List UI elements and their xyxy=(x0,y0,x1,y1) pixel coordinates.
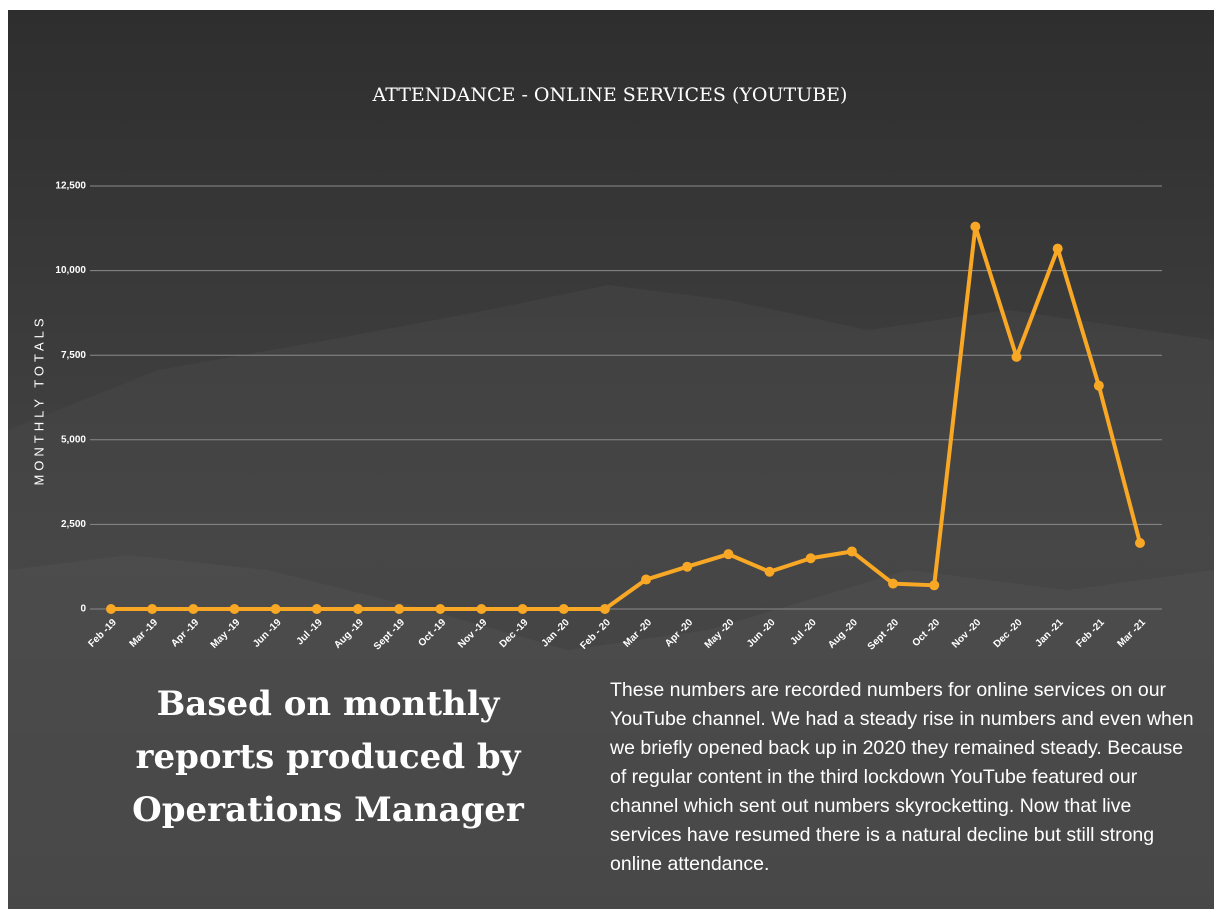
point xyxy=(682,561,693,572)
point xyxy=(599,604,610,614)
point xyxy=(106,604,116,614)
point xyxy=(723,549,734,560)
point xyxy=(1093,380,1104,391)
line xyxy=(111,224,1142,611)
background-hills xyxy=(8,285,1214,909)
y-tick-label: 2,500 xyxy=(61,519,86,530)
point xyxy=(1052,243,1063,254)
point xyxy=(229,604,240,614)
point xyxy=(929,580,940,591)
point xyxy=(970,221,981,232)
point xyxy=(476,604,487,614)
description: These numbers are recorded numbers for o… xyxy=(610,679,1194,875)
point xyxy=(188,604,199,614)
point xyxy=(805,553,816,564)
y-axis-label: MONTHLY TOTALS xyxy=(31,314,46,485)
point xyxy=(764,566,775,577)
point xyxy=(270,604,281,614)
y-tick-label: 0 xyxy=(80,604,86,615)
y-tick-label: 7,500 xyxy=(61,350,86,361)
point xyxy=(435,604,446,614)
point xyxy=(311,604,322,614)
background-hills xyxy=(8,555,1214,909)
point xyxy=(147,604,158,614)
point xyxy=(352,604,363,614)
point xyxy=(641,574,652,585)
point xyxy=(558,604,569,614)
point xyxy=(846,546,857,557)
point xyxy=(1135,538,1145,549)
point xyxy=(1011,351,1022,362)
y-tick-label: 5,000 xyxy=(61,434,86,445)
infographic: ATTENDANCE - ONLINE SERVICES (YOUTUBE) M… xyxy=(8,10,1214,909)
y-tick-label: 10,000 xyxy=(55,265,86,276)
chart: ATTENDANCE - ONLINE SERVICES (YOUTUBE) M… xyxy=(8,84,1214,909)
y-tick-label: 12,500 xyxy=(55,181,86,192)
point xyxy=(888,578,899,589)
point xyxy=(517,604,528,614)
point xyxy=(394,604,405,614)
chart-title: ATTENDANCE - ONLINE SERVICES (YOUTUBE) xyxy=(372,84,848,106)
heading: Based on monthly reports produced by Ope… xyxy=(132,684,524,830)
